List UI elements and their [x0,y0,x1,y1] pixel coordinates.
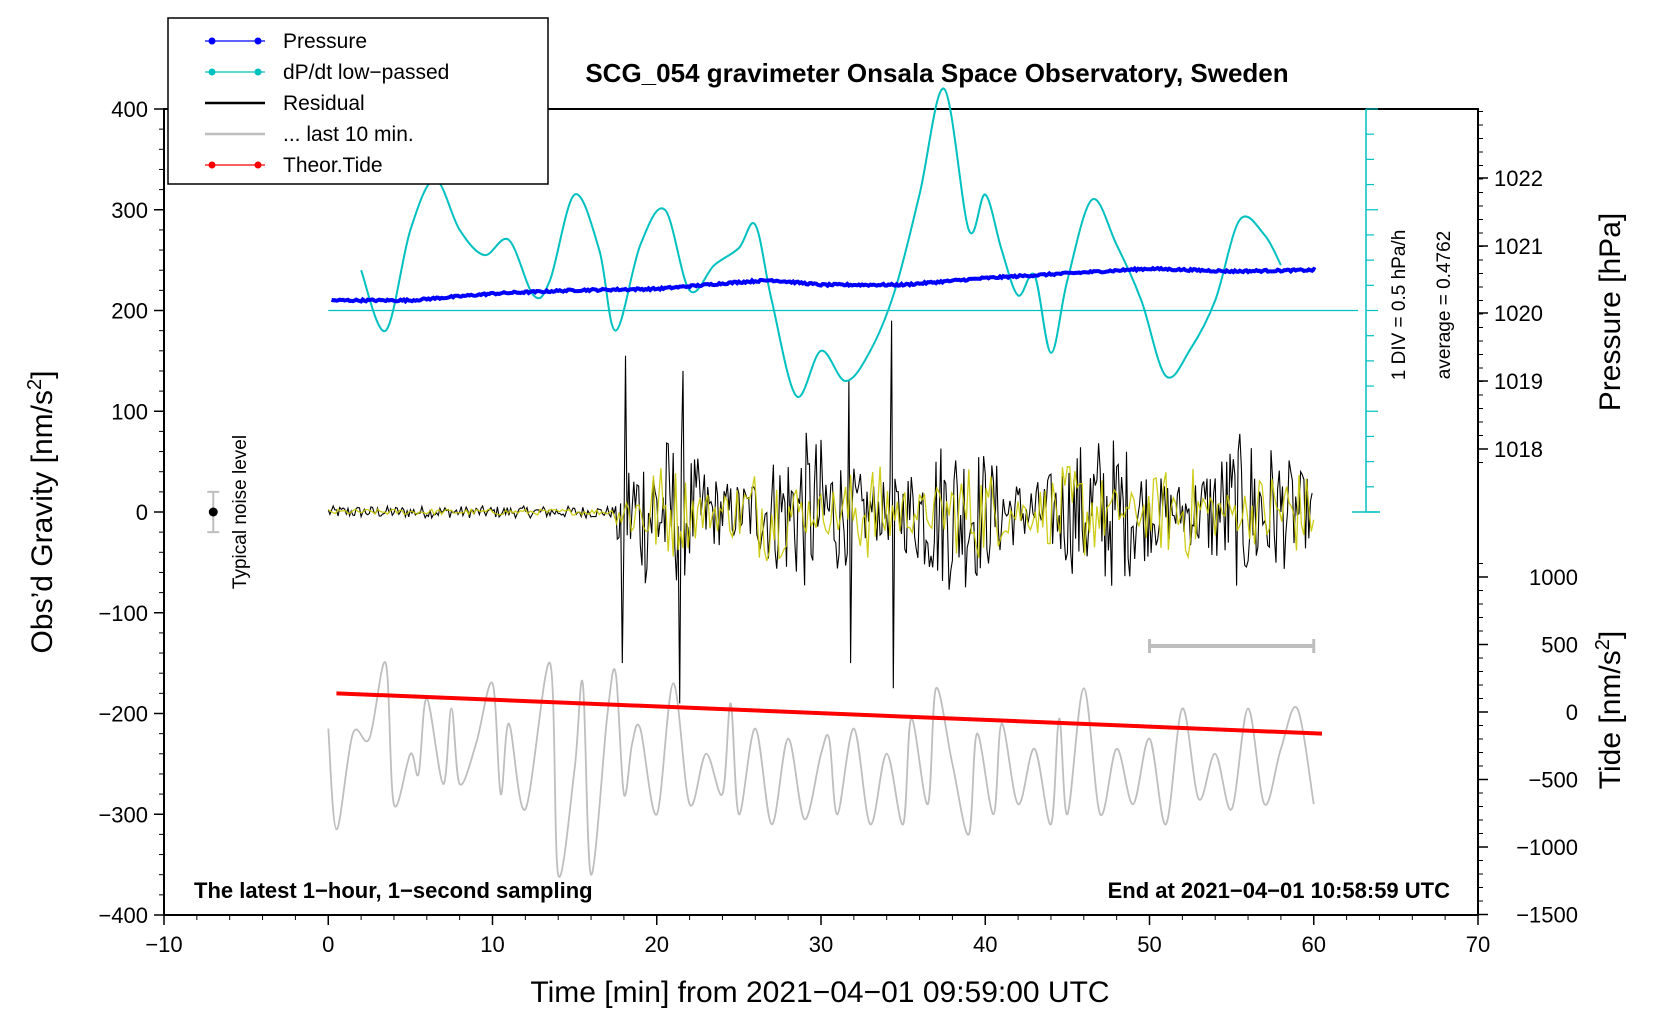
y-axis-label-pressure: Pressure [hPa] [1594,213,1627,411]
last10-line [327,661,1315,878]
series-last10 [327,661,1315,878]
y-tick-label: 100 [111,399,148,424]
legend-label: Theor.Tide [283,154,383,177]
y-tick-label: 300 [111,198,148,223]
x-tick-label: 40 [973,932,997,957]
legend-marker [254,161,262,169]
x-tick-label: 0 [322,932,334,957]
legend-label: Residual [283,92,365,115]
y-tick-label: −300 [98,802,148,827]
series-tide [336,691,1323,736]
chart-title: SCG_054 gravimeter Onsala Space Observat… [585,58,1288,88]
pressure-tick-label: 1021 [1494,234,1543,259]
series-dpdt [360,87,1282,398]
y-axis-label-left: Obs’d Gravity [nm/s2] [24,371,59,654]
pressure-tick-label: 1020 [1494,301,1543,326]
noise-bar [207,490,220,534]
dpdt-line [360,87,1282,398]
y-axis-label-tide: Tide [nm/s2] [1592,631,1627,789]
legend-marker [208,37,216,45]
tide-line [336,691,1323,736]
x-tick-label: 10 [480,932,504,957]
y-axis-pressure: 1022 1021 1020 1019 1018 [1478,111,1543,463]
residual-filtered-line [327,466,1315,562]
y-axis-tide: 1000 500 0 −500 −1000 −1500 [1478,563,1578,928]
tide-tick-label: −1500 [1516,903,1578,928]
x-tick-label: −10 [145,932,182,957]
div-scale [1352,108,1380,513]
tide-tick-label: 0 [1566,700,1578,725]
x-axis: −10 0 10 20 30 40 50 60 70 [145,915,1490,957]
legend: Pressure dP/dt low−passed Residual ... last… [167,17,549,185]
x-tick-label: 30 [809,932,833,957]
legend-marker [208,161,216,169]
noise-label: Typical noise level [230,435,251,589]
series-residual-filtered [327,466,1315,562]
bottom-right-note: End at 2021−04−01 10:58:59 UTC [1108,878,1451,903]
series-pressure [330,265,1317,305]
div-label: 1 DIV = 0.5 hPa/h [1389,230,1410,381]
legend-box [167,17,549,185]
legend-marker [208,68,216,76]
tide-tick-label: 500 [1541,633,1578,658]
x-tick-label: 60 [1302,932,1326,957]
y-axis-left: 400 300 200 100 0 −100 −200 −300 −400 [98,97,164,928]
x-axis-label: Time [min] from 2021−04−01 09:59:00 UTC [530,976,1109,1009]
pressure-tick-label: 1022 [1494,166,1543,191]
legend-marker [254,68,262,76]
x-tick-label: 50 [1137,932,1161,957]
legend-label: Pressure [283,30,367,53]
tide-tick-label: 1000 [1529,565,1578,590]
average-label: average = 0.4762 [1434,231,1455,379]
pressure-tick-label: 1019 [1494,369,1543,394]
tide-tick-label: −500 [1528,768,1578,793]
noise-bar-dot [208,507,218,517]
y-tick-label: −100 [98,601,148,626]
legend-label: ... last 10 min. [283,123,414,146]
pressure-tick-label: 1018 [1494,437,1543,462]
pressure-line [330,265,1317,305]
y-tick-label: 200 [111,299,148,324]
last10-bar [1148,638,1316,653]
x-tick-label: 20 [645,932,669,957]
bottom-left-note: The latest 1−hour, 1−second sampling [194,878,593,903]
legend-marker [254,37,262,45]
y-tick-label: −200 [98,702,148,727]
legend-label: dP/dt low−passed [283,61,449,84]
y-tick-label: −400 [98,903,148,928]
y-tick-label: 0 [136,500,148,525]
y-tick-label: 400 [111,97,148,122]
x-tick-label: 70 [1466,932,1490,957]
tide-tick-label: −1000 [1516,835,1578,860]
